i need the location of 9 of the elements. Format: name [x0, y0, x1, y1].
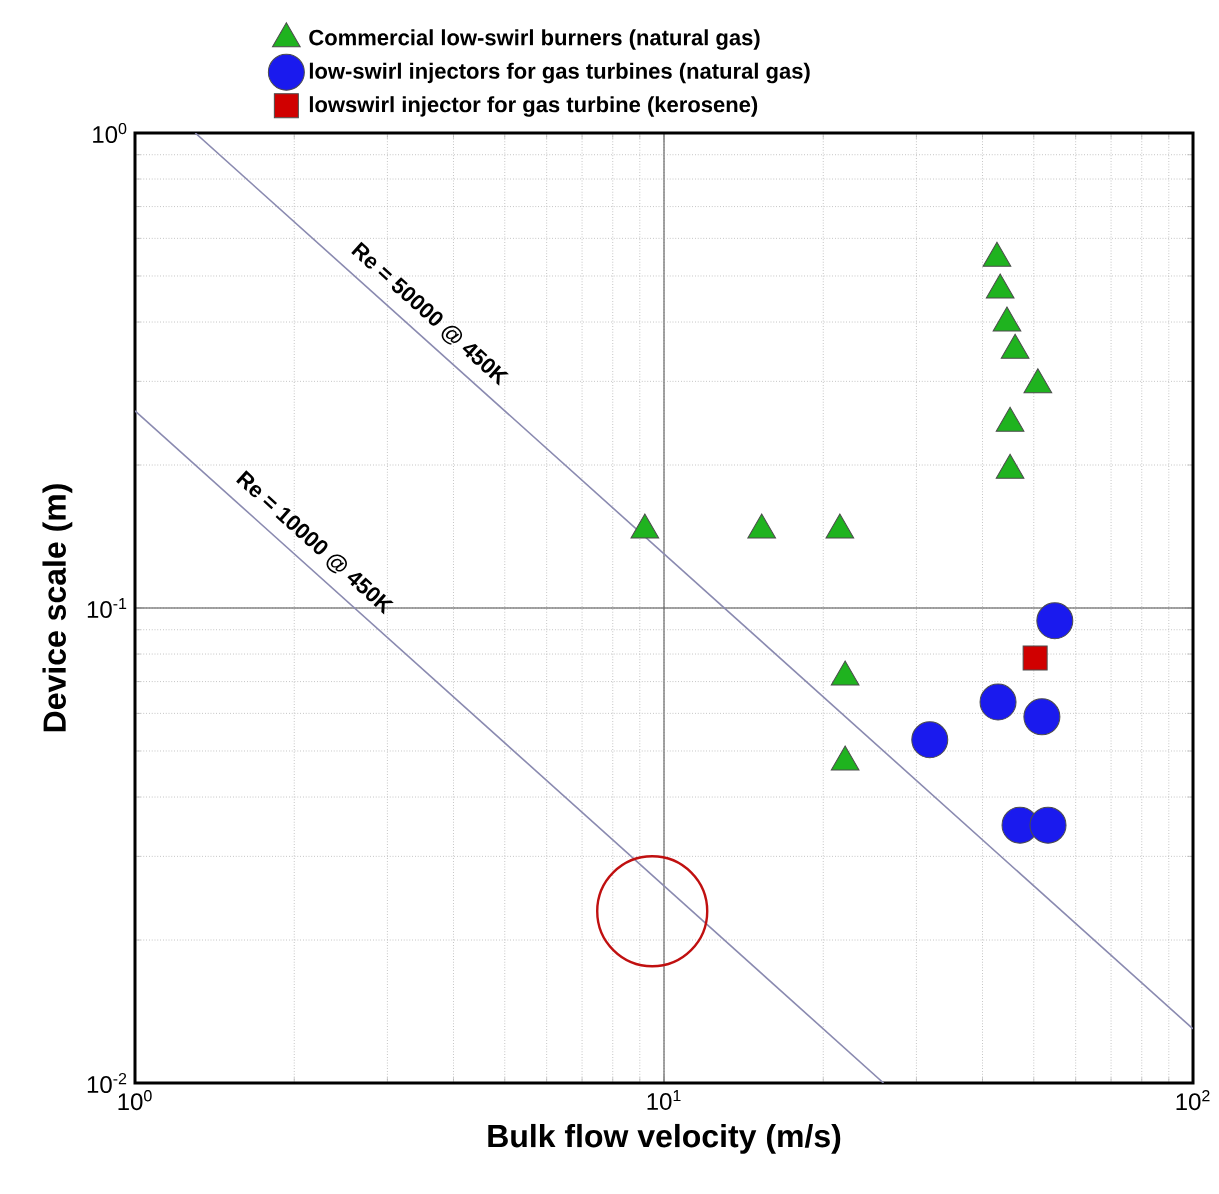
legend-label: Commercial low-swirl burners (natural gas): [309, 29, 760, 50]
y-axis-title: Device scale (m): [42, 484, 73, 732]
y-tick-label: 10$^{-1}$: [87, 598, 127, 618]
legend-label: lowswirl injector for gas turbine (kerosene): [309, 96, 758, 117]
x-tick-label: 10$^{2}$: [1176, 1090, 1210, 1111]
legend-label: low-swirl injectors for gas turbines (natural gas): [309, 62, 810, 84]
y-tick-label: 10$^{0}$: [93, 122, 127, 144]
x-tick-label: 10$^{1}$: [647, 1090, 681, 1111]
x-axis-title: Bulk flow velocity (m/s): [488, 1123, 841, 1154]
